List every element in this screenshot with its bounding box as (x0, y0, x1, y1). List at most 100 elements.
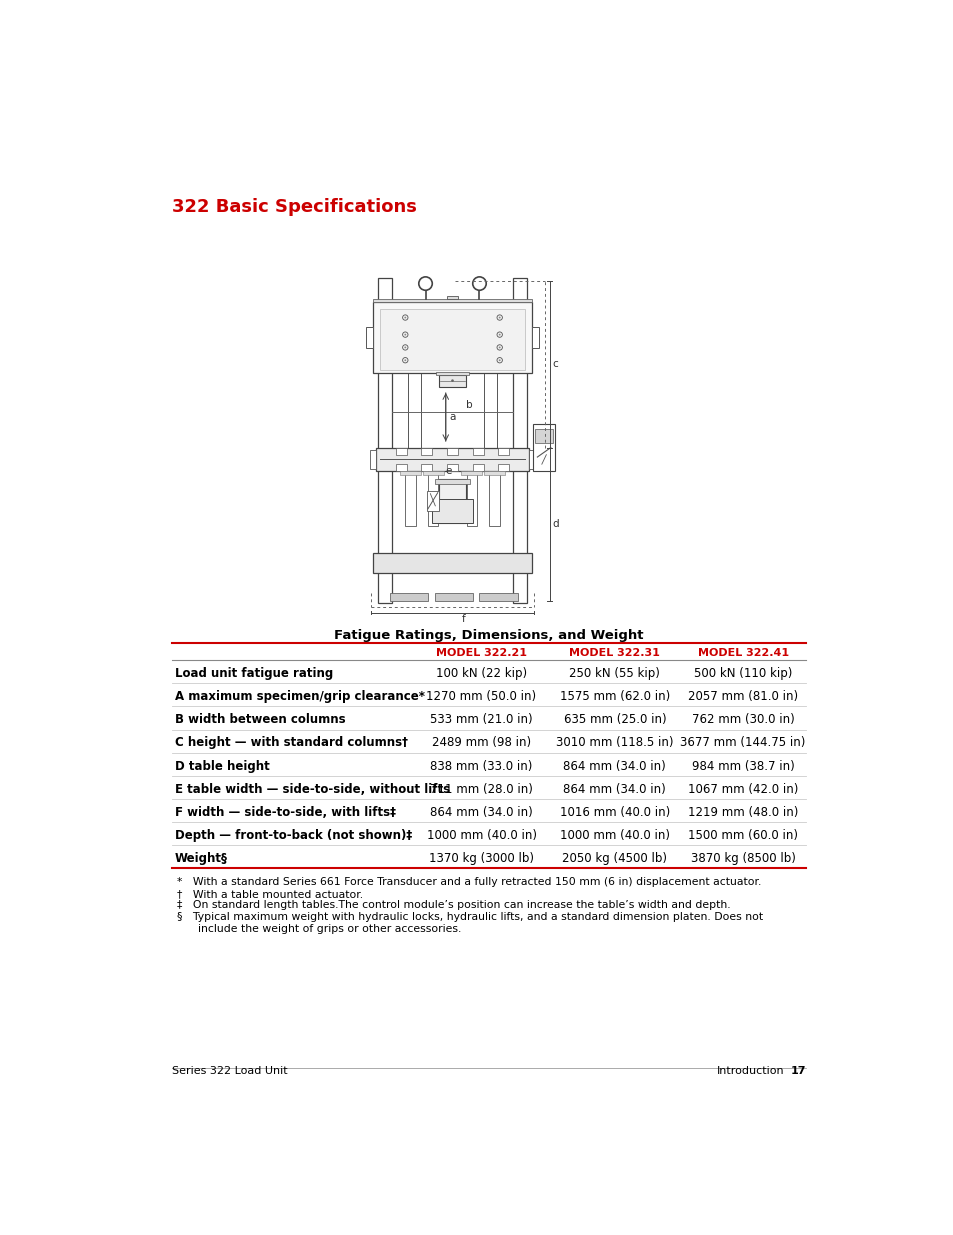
Bar (484, 472, 504, 475)
Bar (421, 447, 432, 454)
Bar (436, 372, 468, 374)
Text: 100 kN (22 kip): 100 kN (22 kip) (436, 667, 527, 680)
Bar (373, 552, 531, 573)
Bar (395, 447, 406, 454)
Bar (400, 472, 420, 475)
Bar (405, 472, 416, 526)
Bar (484, 373, 497, 447)
Text: C height — with standard columns†: C height — with standard columns† (174, 736, 408, 750)
Text: 864 mm (34.0 in): 864 mm (34.0 in) (563, 760, 665, 773)
Text: f: f (461, 614, 465, 624)
Bar (389, 593, 427, 600)
Text: Introduction: Introduction (716, 1066, 783, 1076)
Text: D table height: D table height (174, 760, 270, 773)
Text: MODEL 322.21: MODEL 322.21 (436, 648, 526, 658)
Circle shape (497, 345, 502, 350)
Text: 1370 kg (3000 lb): 1370 kg (3000 lb) (429, 852, 534, 864)
Text: 17: 17 (790, 1066, 805, 1076)
Bar (447, 464, 457, 472)
Bar (435, 479, 470, 484)
Circle shape (497, 358, 502, 363)
Circle shape (404, 316, 406, 319)
Text: b: b (465, 400, 472, 410)
Circle shape (497, 315, 502, 320)
Text: 1575 mm (62.0 in): 1575 mm (62.0 in) (559, 690, 669, 703)
Text: c: c (552, 359, 558, 369)
Text: 533 mm (21.0 in): 533 mm (21.0 in) (430, 714, 533, 726)
Bar (426, 490, 438, 511)
Text: 500 kN (110 kip): 500 kN (110 kip) (693, 667, 792, 680)
Circle shape (404, 333, 406, 336)
Text: Series 322 Load Unit: Series 322 Load Unit (172, 1066, 287, 1076)
Text: 984 mm (38.7 in): 984 mm (38.7 in) (691, 760, 794, 773)
Bar (473, 464, 483, 472)
Text: ‡   On standard length tables.The control module’s position can increase the tab: ‡ On standard length tables.The control … (176, 900, 729, 910)
Text: 3677 mm (144.75 in): 3677 mm (144.75 in) (679, 736, 805, 750)
Bar (370, 450, 375, 469)
Bar (377, 278, 392, 604)
Text: 1000 mm (40.0 in): 1000 mm (40.0 in) (559, 829, 669, 842)
Bar (473, 447, 483, 454)
Bar (373, 301, 531, 373)
Bar (432, 499, 473, 522)
Bar (379, 309, 524, 369)
Text: 1219 mm (48.0 in): 1219 mm (48.0 in) (687, 805, 798, 819)
Text: E table width — side-to-side, without lifts: E table width — side-to-side, without li… (174, 783, 450, 795)
Circle shape (498, 347, 500, 348)
Bar (466, 472, 476, 526)
Text: 838 mm (33.0 in): 838 mm (33.0 in) (430, 760, 532, 773)
Bar (489, 472, 499, 526)
Text: 1270 mm (50.0 in): 1270 mm (50.0 in) (426, 690, 536, 703)
Text: *   With a standard Series 661 Force Transducer and a fully retracted 150 mm (6 : * With a standard Series 661 Force Trans… (176, 877, 760, 888)
Text: 1016 mm (40.0 in): 1016 mm (40.0 in) (559, 805, 669, 819)
Bar (446, 296, 457, 299)
Text: e: e (445, 466, 452, 475)
Text: 1067 mm (42.0 in): 1067 mm (42.0 in) (687, 783, 798, 795)
Text: 2050 kg (4500 lb): 2050 kg (4500 lb) (561, 852, 667, 864)
Bar (531, 327, 538, 347)
Bar (497, 447, 509, 454)
Text: Fatigue Ratings, Dimensions, and Weight: Fatigue Ratings, Dimensions, and Weight (334, 630, 643, 642)
Text: a: a (449, 412, 456, 422)
Text: MODEL 322.31: MODEL 322.31 (569, 648, 659, 658)
Text: †   With a table mounted actuator.: † With a table mounted actuator. (176, 889, 362, 899)
Bar (461, 472, 481, 475)
Circle shape (498, 359, 500, 361)
Text: A maximum specimen/grip clearance*: A maximum specimen/grip clearance* (174, 690, 425, 703)
Bar (434, 593, 473, 600)
Text: 1000 mm (40.0 in): 1000 mm (40.0 in) (426, 829, 536, 842)
Circle shape (498, 333, 500, 336)
Text: 322 Basic Specifications: 322 Basic Specifications (172, 199, 416, 216)
Bar (408, 373, 420, 447)
Text: 864 mm (34.0 in): 864 mm (34.0 in) (563, 783, 665, 795)
Bar (428, 472, 438, 526)
Text: 1500 mm (60.0 in): 1500 mm (60.0 in) (687, 829, 798, 842)
Circle shape (404, 359, 406, 361)
Text: 711 mm (28.0 in): 711 mm (28.0 in) (430, 783, 533, 795)
Text: 635 mm (25.0 in): 635 mm (25.0 in) (563, 714, 665, 726)
Bar (366, 327, 373, 347)
Text: 3010 mm (118.5 in): 3010 mm (118.5 in) (556, 736, 673, 750)
Bar (395, 464, 406, 472)
Text: d: d (552, 519, 558, 529)
Text: F width — side-to-side, with lifts‡: F width — side-to-side, with lifts‡ (174, 805, 395, 819)
Bar (479, 593, 517, 600)
Text: Weight§: Weight§ (174, 852, 228, 864)
Circle shape (473, 277, 486, 290)
Circle shape (402, 345, 408, 350)
Text: 2057 mm (81.0 in): 2057 mm (81.0 in) (687, 690, 798, 703)
Bar (438, 479, 465, 522)
Circle shape (402, 332, 408, 337)
Bar (421, 464, 432, 472)
Bar (497, 464, 509, 472)
Bar (512, 278, 527, 604)
Text: 250 kN (55 kip): 250 kN (55 kip) (569, 667, 659, 680)
Bar (447, 447, 457, 454)
Text: 864 mm (34.0 in): 864 mm (34.0 in) (430, 805, 533, 819)
Circle shape (451, 379, 454, 382)
Text: Depth — front-to-back (not shown)‡: Depth — front-to-back (not shown)‡ (174, 829, 412, 842)
Bar (533, 424, 555, 472)
Text: Load unit fatigue rating: Load unit fatigue rating (174, 667, 333, 680)
Circle shape (402, 315, 408, 320)
Text: B width between columns: B width between columns (174, 714, 345, 726)
